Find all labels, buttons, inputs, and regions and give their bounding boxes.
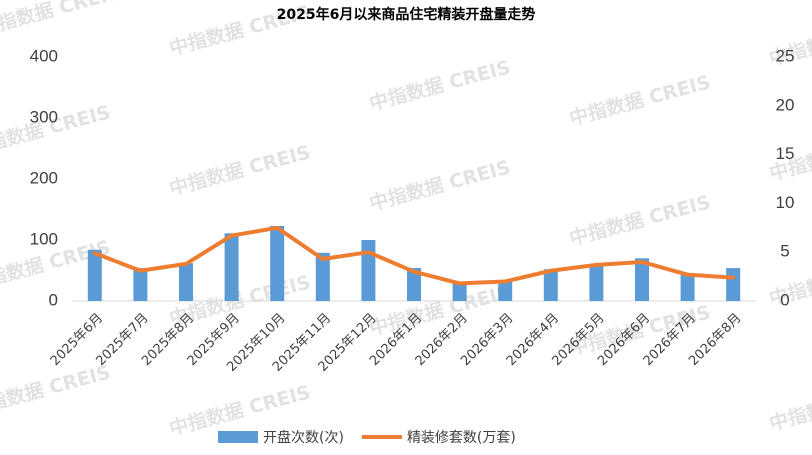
watermark: 中指数据 CREIS	[167, 140, 313, 200]
watermark: 中指数据 CREIS	[767, 375, 812, 435]
bar	[452, 282, 467, 301]
y-tick-label: 100	[30, 229, 58, 248]
watermark: 中指数据 CREIS	[567, 190, 713, 250]
bar	[680, 274, 695, 301]
watermark: 中指数据 CREIS	[367, 55, 513, 115]
bar	[87, 249, 102, 301]
y2-tick-label: 25	[776, 46, 795, 65]
y2-tick-label: 15	[776, 144, 795, 163]
bar	[179, 263, 193, 301]
y-tick-label: 0	[49, 290, 58, 309]
chart-title: 2025年6月以来商品住宅精装开盘量走势	[277, 6, 536, 23]
bar	[543, 269, 558, 301]
y2-tick-label: 20	[776, 95, 795, 114]
bar	[315, 252, 330, 301]
y2-tick-label: 5	[780, 242, 789, 261]
bar	[270, 225, 285, 301]
legend-label: 开盘次数(次)	[263, 429, 344, 446]
watermarks: 中指数据 CREIS 中指数据 CREIS 中指数据 CREIS 中指数据 CREIS…	[0, 0, 812, 440]
bar	[589, 265, 604, 301]
bar	[224, 233, 239, 301]
watermark: 中指数据 CREIS	[567, 70, 713, 130]
bar	[407, 268, 421, 301]
y2-tick-label: 0	[780, 290, 789, 309]
legend-swatch	[218, 431, 258, 443]
y2-tick-label: 10	[776, 193, 795, 212]
y-tick-label: 200	[30, 168, 58, 187]
watermark: 中指数据 CREIS	[367, 155, 513, 215]
bar	[635, 258, 649, 301]
y-tick-label: 300	[30, 107, 58, 126]
y-tick-label: 400	[30, 46, 58, 65]
bar	[498, 280, 513, 301]
watermark: 中指数据 CREIS	[0, 0, 123, 40]
bar	[726, 268, 741, 301]
line	[92, 225, 736, 286]
legend-label: 精装修套数(万套)	[407, 430, 516, 446]
bar	[133, 268, 148, 301]
watermark: 中指数据 CREIS	[0, 360, 113, 420]
bar	[361, 240, 376, 301]
